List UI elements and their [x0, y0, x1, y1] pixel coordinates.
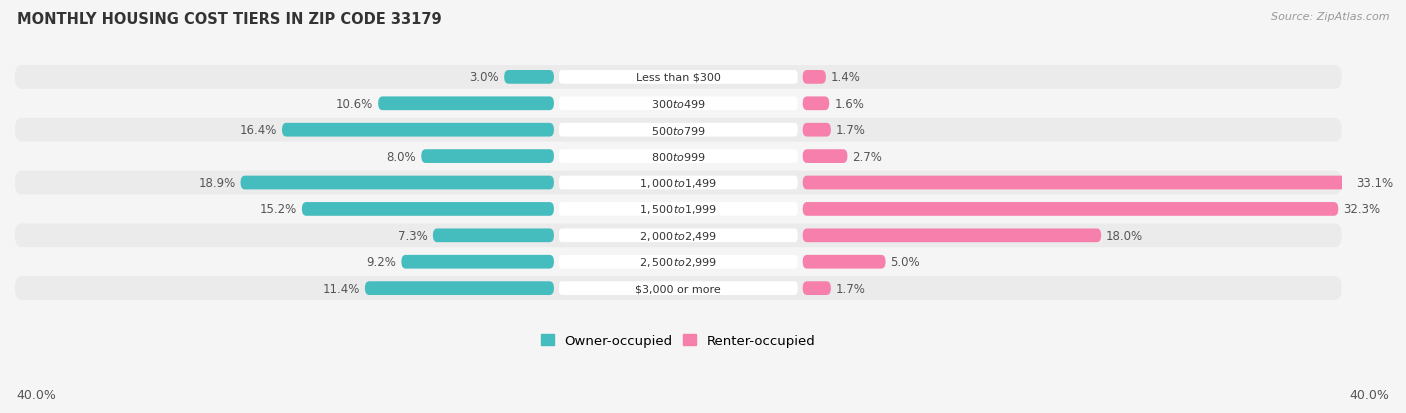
Text: 1.4%: 1.4%	[831, 71, 860, 84]
FancyBboxPatch shape	[560, 255, 797, 269]
FancyBboxPatch shape	[15, 197, 1341, 221]
Text: 9.2%: 9.2%	[367, 256, 396, 268]
FancyBboxPatch shape	[15, 119, 1341, 142]
FancyBboxPatch shape	[803, 229, 1101, 242]
FancyBboxPatch shape	[560, 123, 797, 137]
Text: $2,000 to $2,499: $2,000 to $2,499	[640, 229, 717, 242]
Text: 32.3%: 32.3%	[1343, 203, 1381, 216]
FancyBboxPatch shape	[560, 229, 797, 242]
Text: 33.1%: 33.1%	[1357, 177, 1393, 190]
FancyBboxPatch shape	[240, 176, 554, 190]
Text: $2,500 to $2,999: $2,500 to $2,999	[640, 256, 717, 268]
FancyBboxPatch shape	[803, 282, 831, 295]
FancyBboxPatch shape	[15, 66, 1341, 90]
Text: Less than $300: Less than $300	[636, 73, 721, 83]
Text: $500 to $799: $500 to $799	[651, 124, 706, 136]
FancyBboxPatch shape	[15, 92, 1341, 116]
FancyBboxPatch shape	[401, 255, 554, 269]
Text: 2.7%: 2.7%	[852, 150, 883, 163]
FancyBboxPatch shape	[15, 145, 1341, 169]
Text: $300 to $499: $300 to $499	[651, 98, 706, 110]
FancyBboxPatch shape	[366, 282, 554, 295]
FancyBboxPatch shape	[803, 71, 825, 85]
Text: 3.0%: 3.0%	[470, 71, 499, 84]
Text: 16.4%: 16.4%	[239, 124, 277, 137]
FancyBboxPatch shape	[560, 71, 797, 85]
FancyBboxPatch shape	[803, 97, 830, 111]
Text: 40.0%: 40.0%	[17, 388, 56, 401]
Text: 11.4%: 11.4%	[322, 282, 360, 295]
FancyBboxPatch shape	[505, 71, 554, 85]
Text: 1.7%: 1.7%	[835, 124, 866, 137]
Text: Source: ZipAtlas.com: Source: ZipAtlas.com	[1271, 12, 1389, 22]
Text: 15.2%: 15.2%	[260, 203, 297, 216]
FancyBboxPatch shape	[560, 282, 797, 295]
Text: 1.6%: 1.6%	[834, 97, 865, 111]
Text: $1,000 to $1,499: $1,000 to $1,499	[640, 177, 717, 190]
FancyBboxPatch shape	[302, 202, 554, 216]
FancyBboxPatch shape	[433, 229, 554, 242]
FancyBboxPatch shape	[803, 123, 831, 137]
FancyBboxPatch shape	[560, 150, 797, 164]
FancyBboxPatch shape	[378, 97, 554, 111]
Text: 8.0%: 8.0%	[387, 150, 416, 163]
FancyBboxPatch shape	[560, 176, 797, 190]
FancyBboxPatch shape	[803, 176, 1351, 190]
Text: 40.0%: 40.0%	[1350, 388, 1389, 401]
FancyBboxPatch shape	[15, 250, 1341, 274]
Text: MONTHLY HOUSING COST TIERS IN ZIP CODE 33179: MONTHLY HOUSING COST TIERS IN ZIP CODE 3…	[17, 12, 441, 27]
Text: 1.7%: 1.7%	[835, 282, 866, 295]
FancyBboxPatch shape	[15, 224, 1341, 248]
Text: 5.0%: 5.0%	[890, 256, 920, 268]
FancyBboxPatch shape	[15, 277, 1341, 300]
FancyBboxPatch shape	[15, 171, 1341, 195]
FancyBboxPatch shape	[803, 150, 848, 164]
Text: $3,000 or more: $3,000 or more	[636, 283, 721, 293]
FancyBboxPatch shape	[803, 202, 1339, 216]
Text: 18.0%: 18.0%	[1107, 229, 1143, 242]
FancyBboxPatch shape	[560, 202, 797, 216]
FancyBboxPatch shape	[803, 255, 886, 269]
FancyBboxPatch shape	[560, 97, 797, 111]
Text: 18.9%: 18.9%	[198, 177, 236, 190]
FancyBboxPatch shape	[283, 123, 554, 137]
Legend: Owner-occupied, Renter-occupied: Owner-occupied, Renter-occupied	[541, 334, 815, 347]
Text: 7.3%: 7.3%	[398, 229, 427, 242]
Text: $800 to $999: $800 to $999	[651, 151, 706, 163]
Text: $1,500 to $1,999: $1,500 to $1,999	[640, 203, 717, 216]
Text: 10.6%: 10.6%	[336, 97, 373, 111]
FancyBboxPatch shape	[422, 150, 554, 164]
